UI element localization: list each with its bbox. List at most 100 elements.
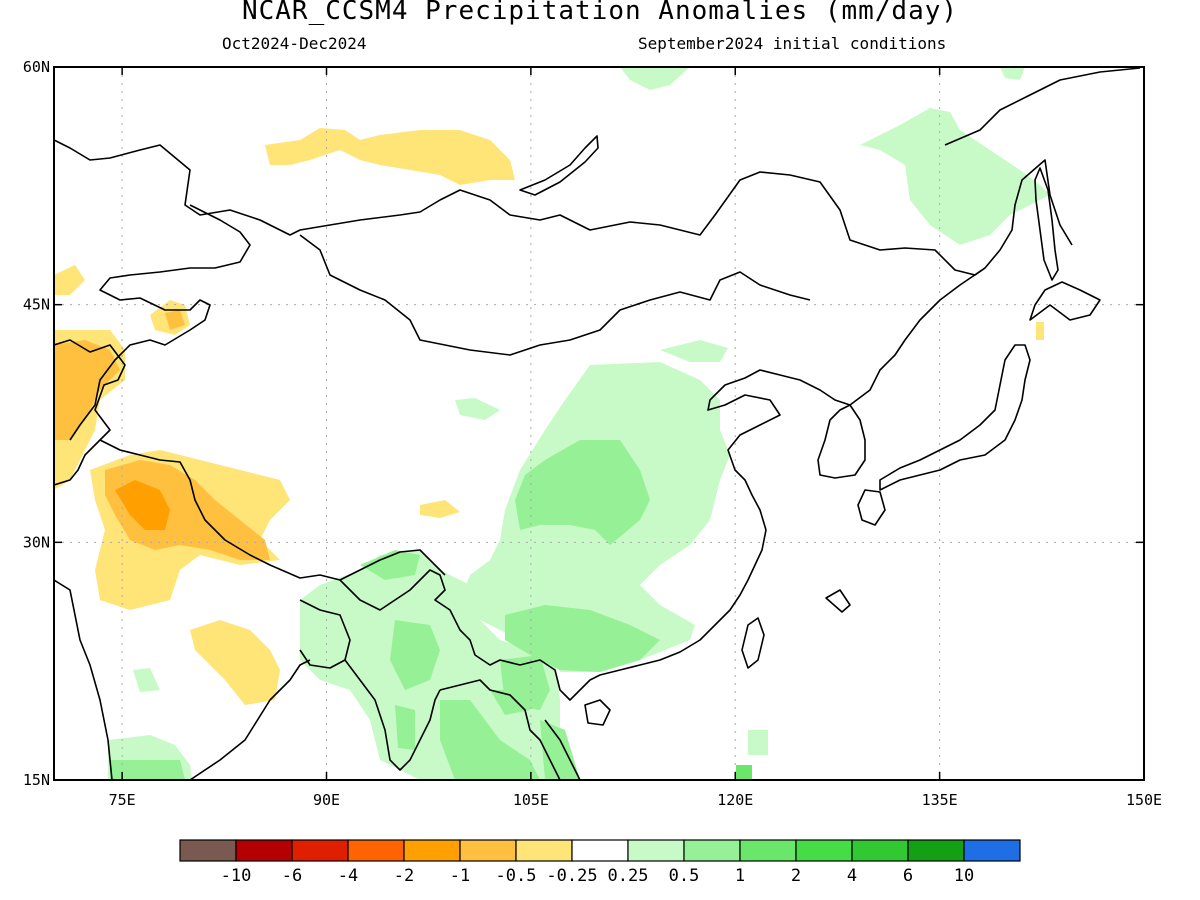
colorbar-swatch <box>459 839 517 862</box>
map-gridlines <box>54 67 1144 780</box>
anomaly-region-ne-top-light-green <box>1000 67 1025 80</box>
vietnam-coast <box>519 529 767 701</box>
colorbar-swatch <box>627 839 685 862</box>
japan-kyushu <box>857 489 886 526</box>
lat-tick-label: 15N <box>23 771 50 789</box>
map-title: NCAR_CCSM4 Precipitation Anomalies (mm/d… <box>241 0 959 26</box>
myanmar-coast <box>344 659 441 771</box>
lon-tick-label: 120E <box>717 791 753 809</box>
colorbar-label: -0.5 <box>496 866 537 886</box>
anomaly-region-taiwan-green <box>736 765 752 780</box>
anomaly-region-central-china-green <box>515 440 650 545</box>
colorbar-label: 4 <box>847 866 857 886</box>
pakistan-afghan-border <box>54 339 126 486</box>
anomaly-region-south-china-green <box>505 605 660 672</box>
axis-labels: 60N 45N 30N 15N 75E 90E 105E 120E 135E 150E <box>23 58 1162 809</box>
china-east-coast <box>707 369 851 531</box>
coastlines-and-borders <box>54 67 1141 780</box>
india-east-coast <box>189 659 311 780</box>
anomaly-region-russia-far-east-light-green <box>860 108 1050 245</box>
colorbar-label: -4 <box>338 866 358 886</box>
map-frame <box>53 66 1145 781</box>
colorbar-swatch <box>683 839 741 862</box>
lon-tick-label: 90E <box>313 791 340 809</box>
forecast-period: Oct2024-Dec2024 <box>222 34 367 53</box>
kazakhstan-china-border <box>69 204 251 441</box>
colorbar-swatch <box>515 839 573 862</box>
korea-coast <box>817 404 866 479</box>
sakhalin <box>1034 167 1059 281</box>
colorbar-swatch <box>403 839 461 862</box>
anomaly-region-vietnam-south-green <box>540 720 580 780</box>
anomaly-region-vietnam-green <box>490 690 530 715</box>
lon-tick-label: 150E <box>1126 791 1162 809</box>
lon-tick-label: 105E <box>513 791 549 809</box>
anomaly-region-tibet-small-light-green <box>455 398 500 420</box>
korea-north <box>849 267 986 406</box>
mongolia-china-border <box>299 234 811 356</box>
colorbar-swatch <box>907 839 965 862</box>
lon-tick-label: 135E <box>922 791 958 809</box>
anomaly-region-hokkaido-yellow <box>1036 322 1044 340</box>
colorbar-swatch <box>179 839 237 862</box>
india-west-coast <box>54 579 113 780</box>
colorbar-label: -2 <box>394 866 414 886</box>
lake-baikal <box>519 135 599 196</box>
anomaly-region-tibet-small-yellow <box>420 500 460 518</box>
axis-ticks <box>54 66 1145 781</box>
colorbar-swatch <box>739 839 797 862</box>
hainan <box>584 699 611 726</box>
anomaly-region-india-ne-green <box>360 550 420 580</box>
colorbar-swatch <box>963 839 1021 862</box>
anomaly-region-pakistan-orange <box>54 340 120 440</box>
colorbar-label: -0.25 <box>546 866 597 886</box>
kamchatka-coast <box>944 67 1141 146</box>
anomaly-region-kazakh-orange <box>165 310 185 330</box>
lon-tick-label: 75E <box>109 791 136 809</box>
anomaly-region-andaman-green <box>395 705 415 750</box>
anomaly-region-india-south-green <box>110 760 185 780</box>
colorbar-label: 1 <box>735 866 745 886</box>
colorbar-label: 2 <box>791 866 801 886</box>
anomaly-shading <box>54 67 1050 780</box>
anomaly-region-taiwan-light-green <box>748 730 768 755</box>
colorbar-swatch <box>291 839 349 862</box>
colorbar-label: 10 <box>954 866 974 886</box>
colorbar: -10 -6 -4 -2 -1 -0.5 -0.25 0.25 0.5 1 2 4 6 10 <box>179 839 1021 886</box>
lat-tick-label: 30N <box>23 533 50 551</box>
anomaly-region-myanmar-green <box>390 620 440 690</box>
anomaly-region-kazakh-yellow <box>54 265 85 295</box>
myanmar-border <box>339 569 521 666</box>
anomaly-region-india-yellow <box>190 620 280 705</box>
colorbar-label: -1 <box>450 866 470 886</box>
anomaly-region-mongolia-small-light-green <box>660 340 728 362</box>
japan-hokkaido <box>1029 281 1101 321</box>
japan-honshu <box>879 344 1031 491</box>
colorbar-label: -6 <box>282 866 302 886</box>
colorbar-label: -10 <box>221 866 252 886</box>
anomaly-region-thailand-green <box>440 700 540 780</box>
colorbar-label: 0.25 <box>608 866 649 886</box>
anomaly-region-north-light-green <box>620 67 690 90</box>
anomaly-region-siberia-yellow <box>265 128 515 185</box>
lat-tick-label: 45N <box>23 296 50 314</box>
colorbar-swatch <box>571 839 629 862</box>
lat-tick-label: 60N <box>23 58 50 76</box>
colorbar-swatch <box>795 839 853 862</box>
anomaly-region-kashmir-orange <box>115 480 170 530</box>
taiwan <box>741 617 765 669</box>
colorbar-label: 6 <box>903 866 913 886</box>
thailand-border <box>439 679 561 780</box>
colorbar-swatch <box>347 839 405 862</box>
philippines-north <box>825 589 851 613</box>
colorbar-swatch <box>851 839 909 862</box>
colorbar-swatch <box>235 839 293 862</box>
anomaly-region-india-small-light-green <box>133 668 160 692</box>
russia-southern-border <box>54 139 1073 276</box>
himalaya-border <box>99 439 446 581</box>
bangladesh-border <box>299 599 351 669</box>
colorbar-label: 0.5 <box>669 866 700 886</box>
vietnam-south <box>544 719 581 780</box>
initial-conditions: September2024 initial conditions <box>638 34 947 53</box>
